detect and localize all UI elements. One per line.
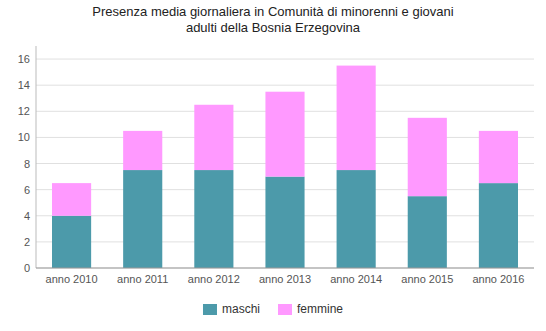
x-tick-label: anno 2016 bbox=[472, 273, 524, 285]
grid bbox=[36, 59, 534, 268]
title-line: Presenza media giornaliera in Comunità d… bbox=[92, 4, 453, 19]
y-tick-label: 14 bbox=[18, 79, 30, 91]
x-tick-label: anno 2012 bbox=[188, 273, 240, 285]
y-tick-label: 6 bbox=[24, 184, 30, 196]
x-tick-label: anno 2014 bbox=[330, 273, 382, 285]
y-tick-label: 16 bbox=[18, 53, 30, 65]
x-tick-label: anno 2011 bbox=[117, 273, 168, 285]
legend-label: maschi bbox=[222, 302, 260, 316]
y-tick-label: 8 bbox=[24, 158, 30, 170]
legend-swatch bbox=[203, 304, 217, 315]
y-tick-label: 12 bbox=[18, 105, 30, 117]
bar-segment bbox=[337, 66, 376, 170]
bar-segment bbox=[52, 183, 91, 216]
chart-svg: Presenza media giornaliera in Comunità d… bbox=[0, 0, 546, 331]
bar-segment bbox=[123, 131, 162, 170]
x-tick-label: anno 2013 bbox=[259, 273, 311, 285]
bar-segment bbox=[265, 177, 304, 268]
grid-line bbox=[36, 85, 534, 86]
bar-segment bbox=[52, 216, 91, 268]
legend-swatch bbox=[278, 304, 292, 315]
bar-segment bbox=[408, 118, 447, 196]
title: Presenza media giornaliera in Comunità d… bbox=[92, 4, 453, 35]
grid-line bbox=[36, 59, 534, 60]
y-tick-label: 0 bbox=[24, 262, 30, 274]
legend: maschi femmine bbox=[203, 302, 343, 316]
x-tick-label: anno 2015 bbox=[401, 273, 453, 285]
x-axis-line bbox=[36, 268, 534, 269]
bars bbox=[52, 66, 518, 268]
bar-segment bbox=[408, 196, 447, 268]
x-tick-label: anno 2010 bbox=[46, 273, 98, 285]
y-tick-label: 2 bbox=[24, 236, 30, 248]
bar-segment bbox=[194, 170, 233, 268]
title-line: adulti della Bosnia Erzegovina bbox=[186, 20, 361, 35]
legend-label: femmine bbox=[297, 302, 343, 316]
legend-item: maschi bbox=[203, 302, 260, 316]
grid-line bbox=[36, 268, 534, 269]
legend-item: femmine bbox=[278, 302, 343, 316]
bar-segment bbox=[194, 105, 233, 170]
y-tick-label: 10 bbox=[18, 131, 30, 143]
y-tick-label: 4 bbox=[24, 210, 30, 222]
bar-segment bbox=[337, 170, 376, 268]
y-axis-line bbox=[36, 46, 37, 268]
bar-segment bbox=[123, 170, 162, 268]
background bbox=[0, 0, 546, 331]
bar-segment bbox=[265, 92, 304, 177]
bar-segment bbox=[479, 183, 518, 268]
bar-segment bbox=[479, 131, 518, 183]
chart-container: Presenza media giornaliera in Comunità d… bbox=[0, 0, 546, 331]
